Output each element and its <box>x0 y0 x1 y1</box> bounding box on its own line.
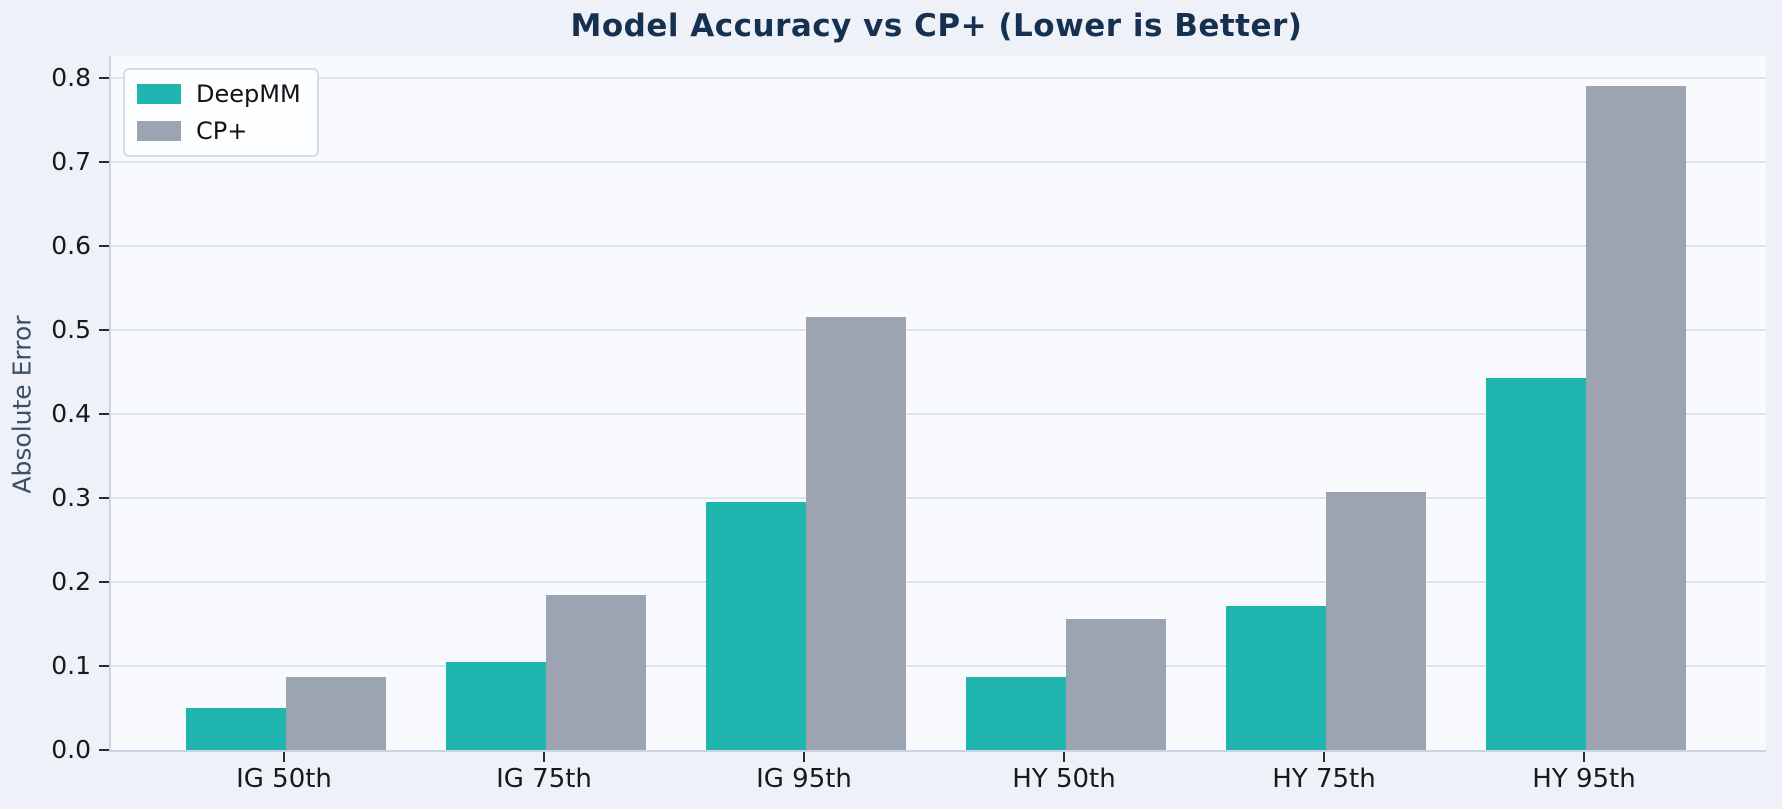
bar-deepmm-ig-50th <box>186 708 286 750</box>
y-tick-label-0.2: 0.2 <box>51 567 91 596</box>
y-tick-label-0.8: 0.8 <box>51 63 91 92</box>
y-tick-mark-0.6 <box>99 245 109 247</box>
x-tick-label-hy-75th: HY 75th <box>1272 764 1376 794</box>
x-tick-mark-ig-50th <box>283 752 285 762</box>
y-tick-label-0.0: 0.0 <box>51 735 91 764</box>
x-tick-mark-ig-75th <box>543 752 545 762</box>
x-tick-label-ig-95th: IG 95th <box>756 764 852 794</box>
bar-deepmm-ig-95th <box>706 502 806 750</box>
gridline-0.7 <box>111 161 1766 163</box>
y-tick-mark-0.7 <box>99 161 109 163</box>
legend-swatch-deepmm <box>137 84 181 104</box>
gridline-0.5 <box>111 329 1766 331</box>
x-tick-mark-hy-95th <box>1583 752 1585 762</box>
chart-title: Model Accuracy vs CP+ (Lower is Better) <box>570 8 1303 44</box>
y-tick-mark-0.0 <box>99 749 109 751</box>
x-tick-mark-ig-95th <box>803 752 805 762</box>
y-tick-mark-0.3 <box>99 497 109 499</box>
x-tick-label-ig-50th: IG 50th <box>236 764 332 794</box>
plot-area: DeepMM CP+ <box>109 56 1766 752</box>
gridline-0.3 <box>111 497 1766 499</box>
bar-deepmm-hy-95th <box>1486 378 1586 750</box>
x-tick-label-hy-95th: HY 95th <box>1532 764 1636 794</box>
bar-cp-hy-50th <box>1066 619 1166 750</box>
legend: DeepMM CP+ <box>123 68 319 157</box>
y-tick-label-0.7: 0.7 <box>51 147 91 176</box>
y-tick-mark-0.8 <box>99 77 109 79</box>
gridline-0.8 <box>111 77 1766 79</box>
legend-item-cp-plus: CP+ <box>137 117 301 145</box>
bar-deepmm-hy-75th <box>1226 606 1326 750</box>
bar-cp-hy-95th <box>1586 86 1686 750</box>
x-tick-label-hy-50th: HY 50th <box>1012 764 1116 794</box>
legend-swatch-cp-plus <box>137 121 181 141</box>
x-tick-mark-hy-75th <box>1323 752 1325 762</box>
y-tick-label-0.6: 0.6 <box>51 231 91 260</box>
gridline-0.4 <box>111 413 1766 415</box>
legend-item-deepmm: DeepMM <box>137 80 301 108</box>
legend-label-deepmm: DeepMM <box>196 80 301 108</box>
gridline-0.1 <box>111 665 1766 667</box>
y-tick-mark-0.2 <box>99 581 109 583</box>
x-tick-mark-hy-50th <box>1063 752 1065 762</box>
y-tick-label-0.5: 0.5 <box>51 315 91 344</box>
gridline-0.2 <box>111 581 1766 583</box>
bar-cp-ig-95th <box>806 317 906 750</box>
y-tick-mark-0.1 <box>99 665 109 667</box>
bar-deepmm-hy-50th <box>966 677 1066 750</box>
y-tick-label-0.4: 0.4 <box>51 399 91 428</box>
bar-cp-ig-75th <box>546 595 646 750</box>
bar-deepmm-ig-75th <box>446 662 546 750</box>
bar-cp-hy-75th <box>1326 492 1426 750</box>
y-tick-label-0.1: 0.1 <box>51 651 91 680</box>
legend-label-cp-plus: CP+ <box>196 117 248 145</box>
bar-cp-ig-50th <box>286 677 386 750</box>
y-tick-mark-0.5 <box>99 329 109 331</box>
y-tick-mark-0.4 <box>99 413 109 415</box>
y-tick-label-0.3: 0.3 <box>51 483 91 512</box>
x-tick-label-ig-75th: IG 75th <box>496 764 592 794</box>
gridline-0.6 <box>111 245 1766 247</box>
